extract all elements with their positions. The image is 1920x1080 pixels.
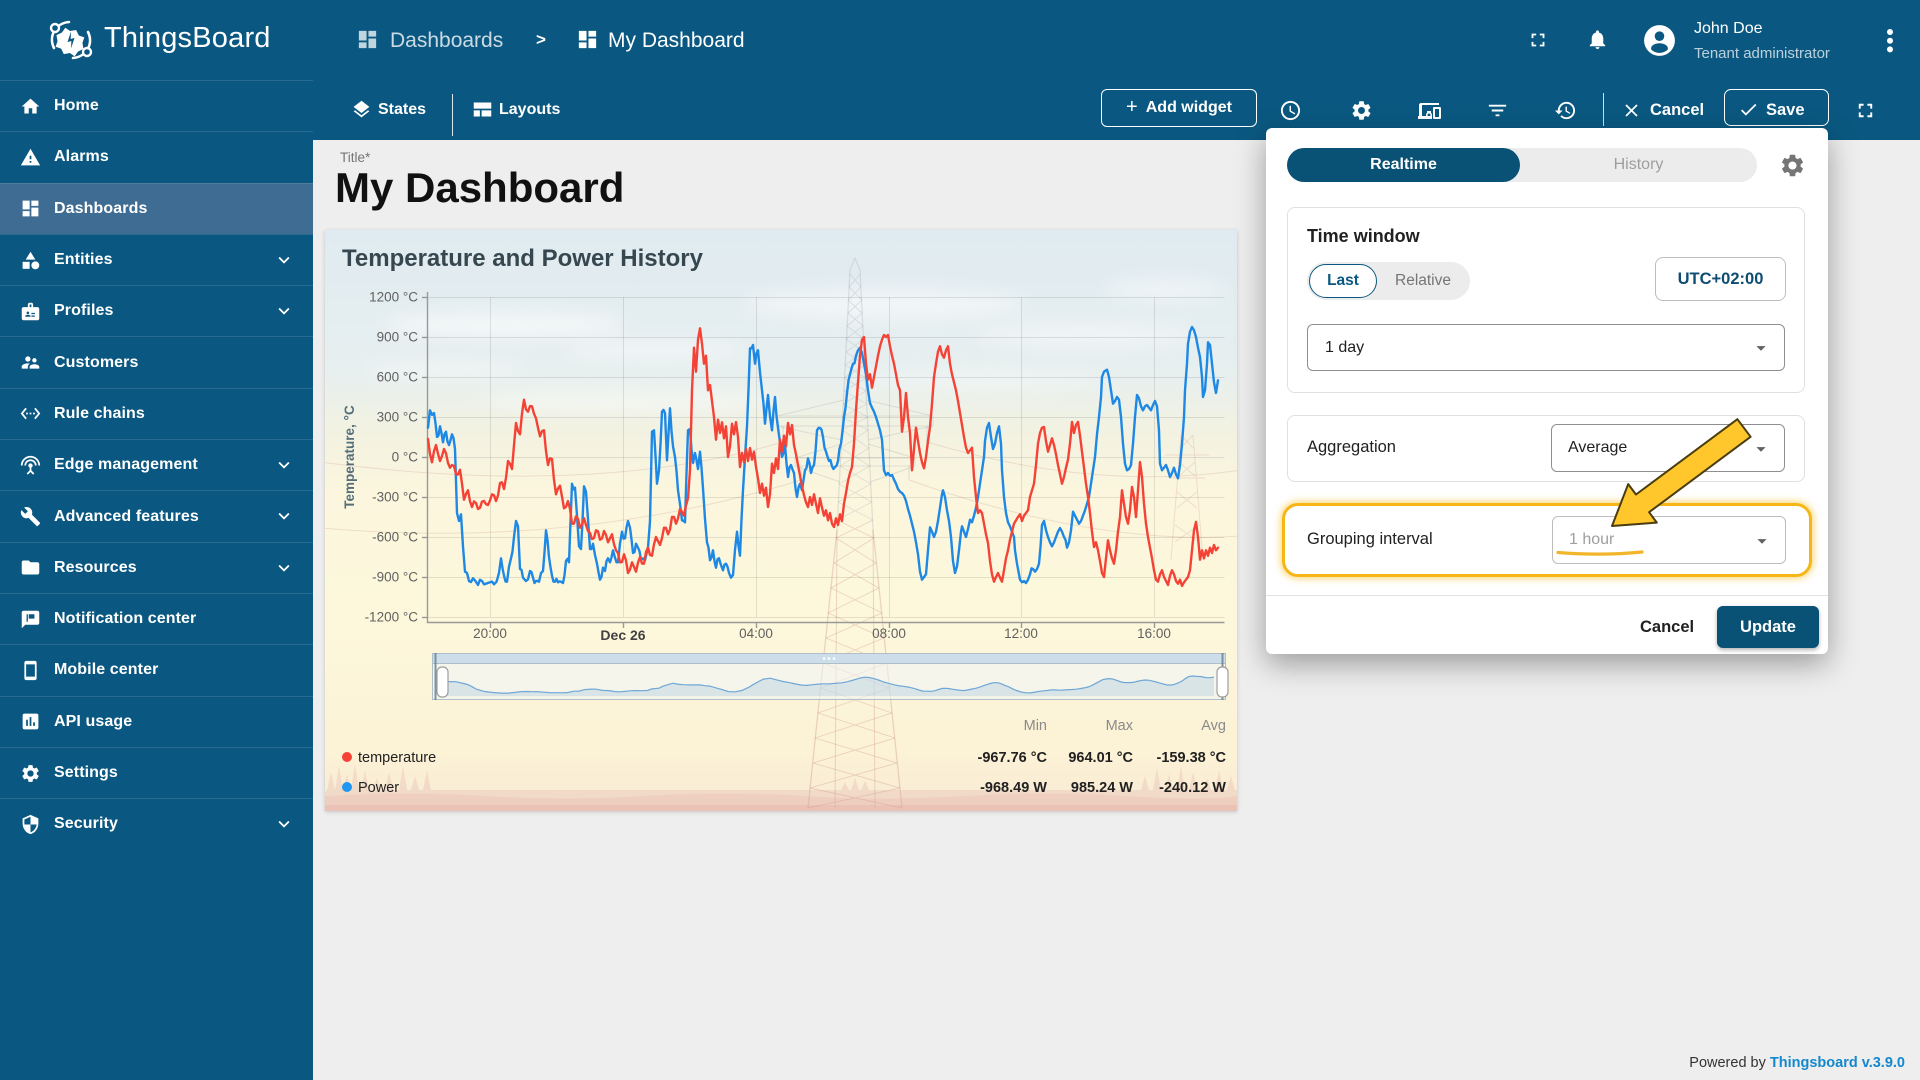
svg-text:Temperature, °C: Temperature, °C: [342, 405, 357, 509]
svg-text:964.01 °C: 964.01 °C: [1068, 750, 1133, 766]
svg-text:-1200 °C: -1200 °C: [365, 610, 419, 625]
svg-text:-300 °C: -300 °C: [372, 490, 418, 505]
svg-text:08:00: 08:00: [872, 626, 906, 641]
svg-text:600 °C: 600 °C: [377, 370, 419, 385]
svg-text:-600 °C: -600 °C: [372, 530, 418, 545]
svg-text:Min: Min: [1024, 718, 1047, 734]
svg-text:-967.76 °C: -967.76 °C: [978, 750, 1048, 766]
svg-text:-900 °C: -900 °C: [372, 570, 418, 585]
svg-text:Power: Power: [358, 780, 399, 796]
svg-text:12:00: 12:00: [1004, 626, 1038, 641]
svg-text:-159.38 °C: -159.38 °C: [1157, 750, 1227, 766]
svg-text:300 °C: 300 °C: [377, 410, 419, 425]
svg-text:Avg: Avg: [1201, 718, 1226, 734]
svg-text:20:00: 20:00: [473, 626, 507, 641]
svg-text:1200 °C: 1200 °C: [369, 290, 418, 305]
svg-text:-240.12 W: -240.12 W: [1159, 780, 1226, 796]
svg-text:-968.49 W: -968.49 W: [980, 780, 1047, 796]
svg-text:Max: Max: [1106, 718, 1134, 734]
svg-text:Dec 26: Dec 26: [600, 627, 645, 643]
svg-text:temperature: temperature: [358, 750, 436, 766]
svg-text:04:00: 04:00: [739, 626, 773, 641]
svg-text:985.24 W: 985.24 W: [1071, 780, 1133, 796]
svg-text:900 °C: 900 °C: [377, 330, 419, 345]
svg-text:Temperature and Power History: Temperature and Power History: [342, 245, 704, 272]
svg-text:0 °C: 0 °C: [392, 450, 419, 465]
svg-text:16:00: 16:00: [1137, 626, 1171, 641]
